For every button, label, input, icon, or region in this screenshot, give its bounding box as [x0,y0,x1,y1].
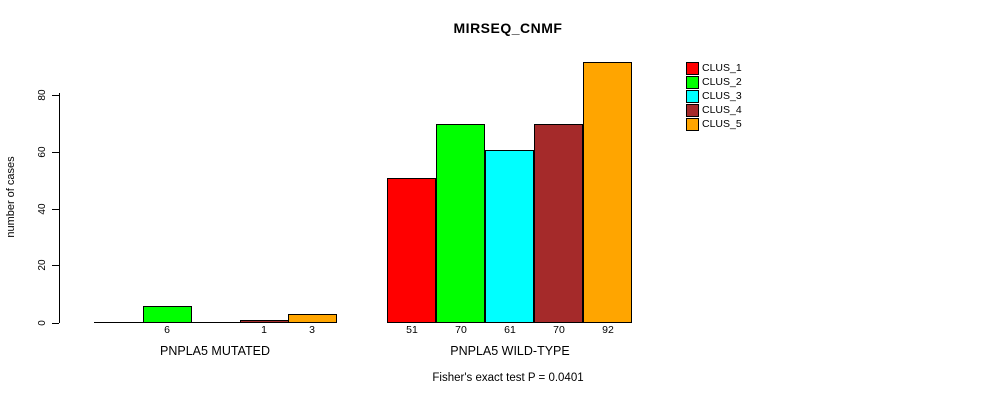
legend-swatch-clus_5 [686,118,699,131]
bar-clus_4-group1 [240,320,289,323]
x-category-label: PNPLA5 WILD-TYPE [450,344,570,358]
y-tick-label: 80 [37,89,48,101]
fisher-test-caption: Fisher's exact test P = 0.0401 [432,372,584,384]
bar-value-label: 61 [504,324,516,336]
bar-value-label: 92 [602,324,614,336]
legend-swatch-clus_4 [686,104,699,117]
bar-clus_1-group2 [387,178,436,323]
bar-clus_4-group2 [534,124,583,323]
y-tick-mark [52,152,59,153]
legend-swatch-clus_2 [686,76,699,89]
chart-title: MIRSEQ_CNMF [453,20,563,36]
y-tick-label: 0 [37,320,48,326]
legend-label-clus_5: CLUS_5 [702,118,742,130]
y-tick-mark [52,323,59,324]
legend-label-clus_2: CLUS_2 [702,76,742,88]
legend-label-clus_1: CLUS_1 [702,62,742,74]
legend-label-clus_3: CLUS_3 [702,90,742,102]
bar-clus_5-group2 [583,62,632,323]
y-tick-mark [52,209,59,210]
legend-swatch-clus_3 [686,90,699,103]
bar-value-label: 51 [406,324,418,336]
bar-clus_2-group2 [436,124,485,323]
bar-value-label: 1 [261,324,267,336]
y-tick-label: 60 [37,146,48,158]
legend-swatch-clus_1 [686,62,699,75]
bar-clus_2-group1 [143,306,192,323]
y-tick-mark [52,95,59,96]
y-axis-label: number of cases [5,156,17,238]
y-tick-mark [52,265,59,266]
legend-label-clus_4: CLUS_4 [702,104,742,116]
bar-value-label: 70 [455,324,467,336]
group-baseline [94,322,337,323]
bar-value-label: 3 [309,324,315,336]
bar-value-label: 6 [164,324,170,336]
x-category-label: PNPLA5 MUTATED [160,344,270,358]
bar-clus_3-group2 [485,150,534,323]
y-tick-label: 20 [37,259,48,271]
y-tick-label: 40 [37,203,48,215]
bar-clus_5-group1 [288,314,337,323]
bar-value-label: 70 [553,324,565,336]
y-axis-line [59,93,60,323]
